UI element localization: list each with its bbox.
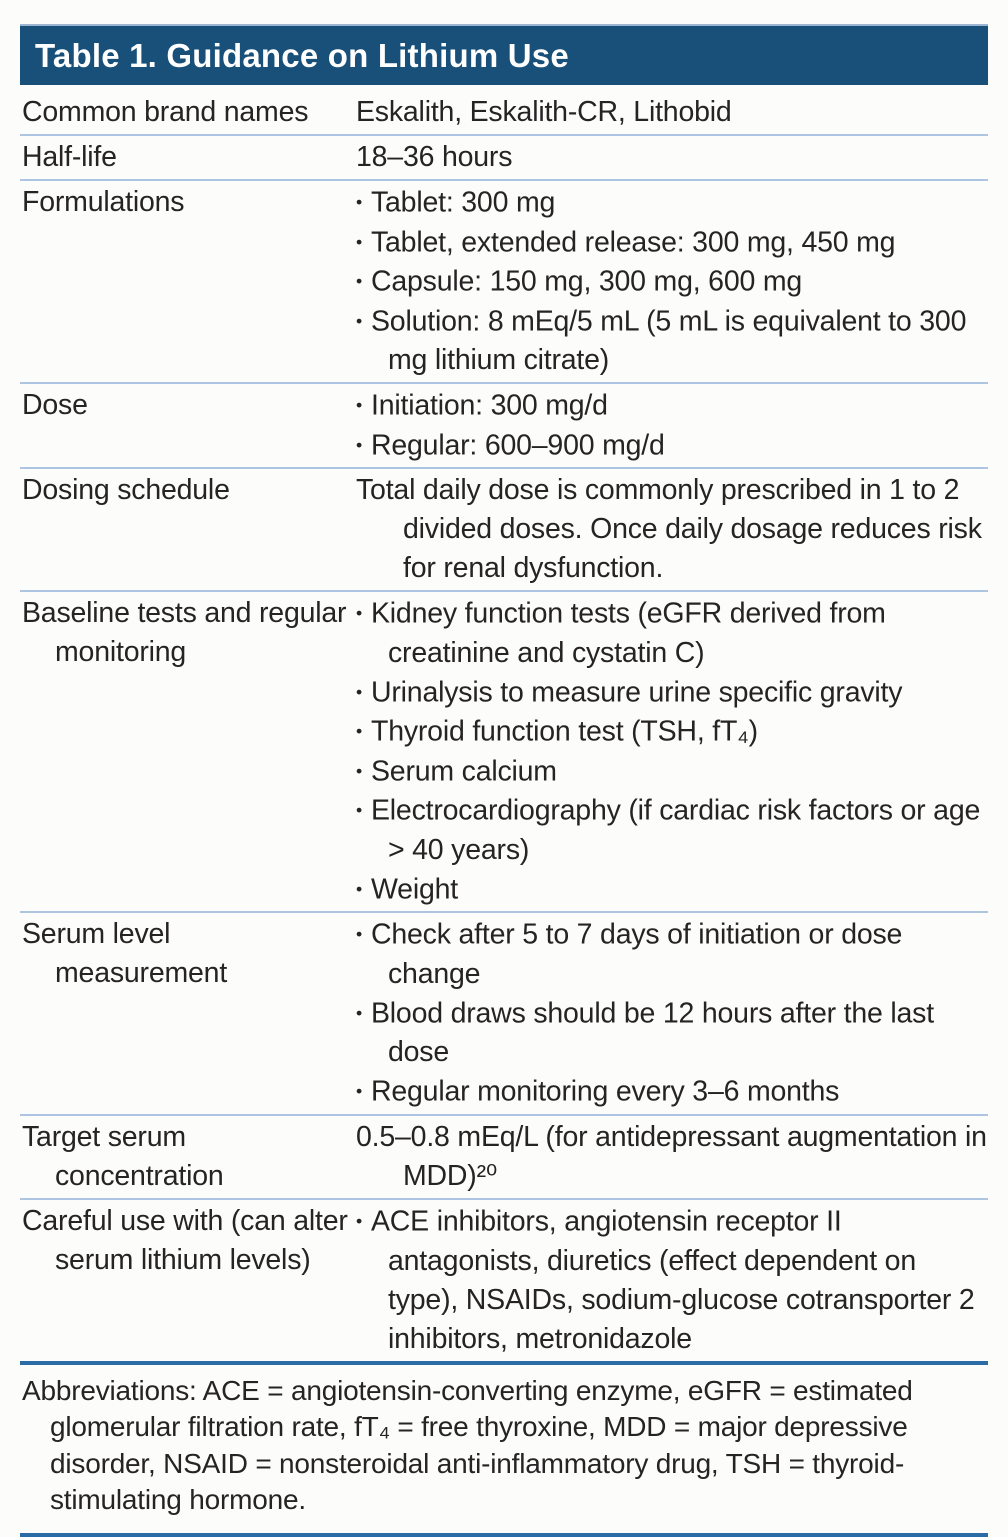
table-row: Target serum concentration 0.5–0.8 mEq/L … [20, 1116, 988, 1200]
row-label: Common brand names [22, 96, 309, 128]
row-label: Target serum concentration [22, 1120, 224, 1192]
table-row: Dosing schedule Total daily dose is commo… [20, 469, 988, 593]
bullet-icon: • [356, 192, 362, 212]
row-value: Eskalith, Eskalith-CR, Lithobid [356, 93, 988, 132]
table-row: Formulations • Tablet: 300 mg • Tablet, exte… [20, 181, 988, 385]
row-text: 0.5–0.8 mEq/L (for antidepressant augmen… [356, 1120, 987, 1192]
bullet-item-text: Regular monitoring every 3–6 months [370, 1075, 840, 1108]
table-row: Baseline tests and regular monitoring • Ki… [20, 592, 988, 914]
bullet-icon: • [356, 924, 362, 945]
row-text: Eskalith, Eskalith-CR, Lithobid [356, 96, 732, 128]
table-body: Common brand names Eskalith, Eskalith-CR,… [20, 85, 988, 1361]
bullet-list: • ACE inhibitors, angiotensin receptor II… [356, 1202, 988, 1359]
bullet-item-text: Check after 5 to 7 days of initiation or… [370, 918, 903, 990]
bullet-item-text: Electrocardiography (if cardiac risk fac… [370, 794, 981, 866]
bullet-item: • Blood draws should be 12 hours after th… [356, 994, 988, 1073]
table-row: Common brand names Eskalith, Eskalith-CR,… [20, 85, 988, 136]
row-text: 18–36 hours [356, 141, 513, 173]
abbreviations-footnote: Abbreviations: ACE = angiotensin-convert… [20, 1360, 988, 1537]
table-row: Serum level measurement • Check after 5 to… [20, 913, 988, 1116]
bullet-list: • Tablet: 300 mg • Tablet, extended release… [356, 183, 988, 380]
table-row: Careful use with (can alter serum lithiu… [20, 1200, 988, 1361]
bullet-item-text: Tablet, extended release: 300 mg, 450 mg [370, 226, 896, 259]
bullet-item-text: Initiation: 300 mg/d [370, 389, 608, 422]
bullet-item: • Thyroid function test (TSH, fT₄) [356, 712, 988, 752]
bullet-icon: • [356, 878, 362, 899]
row-value: • ACE inhibitors, angiotensin receptor II… [356, 1202, 988, 1359]
row-label: Dose [22, 389, 88, 422]
bullet-item: • Electrocardiography (if cardiac risk fa… [356, 791, 988, 870]
bullet-item-text: Solution: 8 mEq/5 mL (5 mL is equivalent… [370, 305, 967, 377]
bullet-item: • ACE inhibitors, angiotensin receptor II… [356, 1202, 988, 1359]
bullet-item-text: Capsule: 150 mg, 300 mg, 600 mg [370, 265, 803, 298]
bullet-list: • Initiation: 300 mg/d • Regular: 600–900 m… [356, 386, 988, 465]
bullet-list: • Check after 5 to 7 days of initiation o… [356, 915, 988, 1112]
bullet-item-text: Urinalysis to measure urine specific gra… [370, 676, 903, 709]
bullet-icon: • [356, 395, 362, 416]
bullet-item-text: Regular: 600–900 mg/d [370, 429, 665, 462]
row-label: Careful use with (can alter serum lithiu… [22, 1204, 348, 1276]
row-value: 18–36 hours [356, 138, 988, 177]
bullet-icon: • [356, 1081, 362, 1102]
row-label: Baseline tests and regular monitoring [22, 597, 347, 669]
bullet-item: • Initiation: 300 mg/d [356, 386, 988, 426]
row-label: Serum level measurement [22, 918, 228, 990]
bullet-icon: • [356, 1210, 362, 1231]
lithium-guidance-table: Table 1. Guidance on Lithium Use Common … [20, 24, 988, 1537]
row-value: • Kidney function tests (eGFR derived fro… [356, 594, 988, 909]
row-value: • Check after 5 to 7 days of initiation o… [356, 915, 988, 1112]
row-label: Dosing schedule [22, 474, 230, 507]
bullet-item: • Check after 5 to 7 days of initiation o… [356, 915, 988, 994]
bullet-icon: • [356, 681, 362, 702]
bullet-item: • Solution: 8 mEq/5 mL (5 mL is equivalen… [356, 302, 988, 381]
bullet-icon: • [356, 231, 362, 252]
row-value: Total daily dose is commonly prescribed … [356, 471, 988, 588]
bullet-icon: • [356, 271, 362, 292]
table-row: Dose • Initiation: 300 mg/d • Regular: 600–9… [20, 384, 988, 470]
table-title-bar: Table 1. Guidance on Lithium Use [20, 24, 988, 85]
bullet-item-text: Kidney function tests (eGFR derived from… [370, 597, 886, 669]
row-text: Total daily dose is commonly prescribed … [356, 474, 982, 585]
bullet-item-text: Serum calcium [370, 755, 557, 788]
bullet-item-text: ACE inhibitors, angiotensin receptor II … [370, 1205, 975, 1355]
row-value: • Tablet: 300 mg • Tablet, extended release… [356, 183, 988, 380]
bullet-icon: • [356, 603, 362, 624]
row-label: Half-life [22, 141, 117, 173]
bullet-item: • Serum calcium [356, 752, 988, 792]
bullet-icon: • [356, 800, 362, 821]
bullet-item: • Kidney function tests (eGFR derived fro… [356, 594, 988, 673]
bullet-icon: • [356, 1002, 362, 1023]
bullet-item: • Tablet: 300 mg [356, 183, 988, 223]
row-value: 0.5–0.8 mEq/L (for antidepressant augmen… [356, 1118, 988, 1196]
bullet-item-text: Blood draws should be 12 hours after the… [370, 997, 934, 1069]
bullet-item: • Capsule: 150 mg, 300 mg, 600 mg [356, 262, 988, 302]
bullet-icon: • [356, 760, 362, 781]
table-row: Half-life 18–36 hours [20, 136, 988, 181]
bullet-item-text: Thyroid function test (TSH, fT₄) [370, 715, 758, 748]
row-value: • Initiation: 300 mg/d • Regular: 600–900 m… [356, 386, 988, 465]
bullet-icon: • [356, 434, 362, 455]
bullet-icon: • [356, 721, 362, 742]
bullet-item-text: Weight [370, 873, 458, 906]
bullet-item: • Urinalysis to measure urine specific gr… [356, 673, 988, 713]
table-title: Table 1. Guidance on Lithium Use [35, 36, 569, 74]
bullet-list: • Kidney function tests (eGFR derived fro… [356, 594, 988, 909]
bullet-item: • Regular monitoring every 3–6 months [356, 1072, 988, 1112]
bullet-item: • Regular: 600–900 mg/d [356, 426, 988, 466]
bullet-item: • Weight [356, 870, 988, 910]
bullet-item-text: Tablet: 300 mg [370, 186, 556, 219]
bullet-icon: • [356, 310, 362, 331]
row-label: Formulations [22, 186, 185, 218]
bullet-item: • Tablet, extended release: 300 mg, 450 m… [356, 223, 988, 263]
